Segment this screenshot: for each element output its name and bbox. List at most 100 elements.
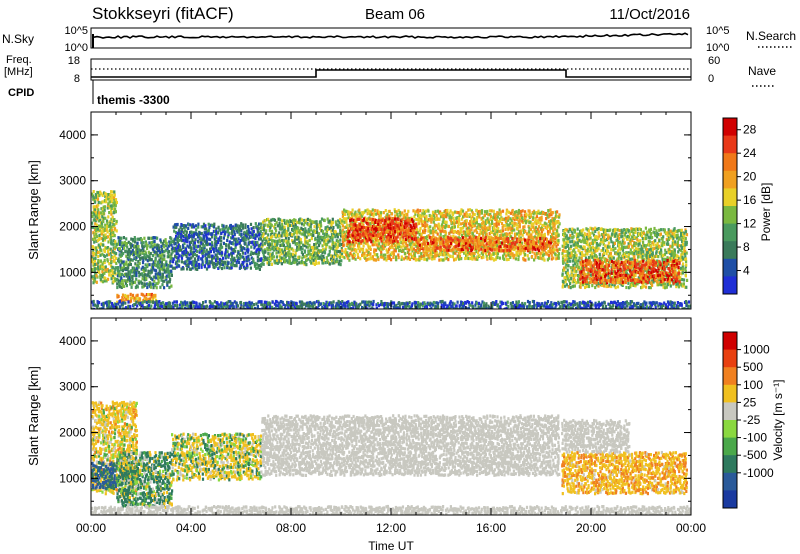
power-cell-5 (393, 239, 396, 243)
power-cell-5 (381, 234, 384, 239)
power-cell-6 (427, 247, 431, 251)
power-cell-4 (536, 227, 539, 231)
power-cell-3 (274, 242, 277, 247)
power-cell-4 (526, 254, 529, 258)
power-cell-2 (184, 234, 187, 238)
power-cell-4 (364, 256, 367, 260)
power-cell-4 (490, 221, 494, 226)
power-cell-3 (267, 233, 270, 237)
power-cell-2 (240, 232, 243, 236)
power-cell-4 (510, 231, 513, 235)
power-cell-4 (461, 209, 465, 213)
power-cell-3 (298, 261, 301, 265)
power-cell-4 (536, 235, 539, 239)
power-cell-6 (518, 248, 522, 252)
power-cell-2 (221, 245, 224, 249)
power-cell-2 (226, 238, 229, 242)
power-cell-2 (191, 262, 194, 266)
power-cell-4 (537, 221, 540, 225)
power-cell-3 (299, 247, 302, 251)
power-cell-7 (564, 258, 567, 262)
power-cell-3 (281, 243, 284, 247)
power-cell-7 (577, 274, 580, 278)
power-cell-0 (105, 279, 108, 283)
power-cell-2 (190, 230, 193, 234)
power-cell-1 (147, 283, 150, 287)
power-cell-3 (303, 255, 306, 259)
power-cell-7 (564, 245, 567, 249)
power-cell-2 (192, 264, 195, 268)
power-cell-7 (578, 250, 581, 254)
power-cell-7 (566, 251, 569, 255)
power-cell-5 (371, 221, 374, 225)
power-cell-4 (412, 209, 415, 213)
power-cell-6 (500, 241, 504, 245)
power-cell-0 (95, 228, 98, 232)
power-cell-3 (300, 218, 303, 222)
power-cell-7 (603, 257, 606, 261)
power-cell-4 (405, 213, 408, 217)
power-cell-7 (562, 240, 565, 244)
power-cell-3 (334, 259, 337, 263)
power-cell-3 (325, 256, 328, 260)
power-cell-4 (511, 224, 514, 228)
power-cell-6 (538, 245, 541, 249)
power-cell-4 (425, 250, 428, 254)
power-cell-6 (494, 242, 497, 246)
power-cell-4 (554, 232, 557, 236)
power-cell-3 (283, 260, 286, 264)
power-cell-1 (137, 237, 140, 241)
power-cell-4 (373, 212, 376, 216)
power-cell-4 (397, 253, 400, 257)
power-cell-2 (195, 260, 198, 264)
power-cell-3 (317, 243, 321, 248)
power-cell-3 (317, 248, 320, 253)
power-cell-0 (108, 237, 111, 241)
power-cell-5 (348, 234, 351, 238)
power-cell-4 (485, 239, 488, 243)
power-cell-1 (116, 242, 119, 246)
power-cell-6 (438, 241, 441, 245)
power-cell-4 (381, 226, 384, 230)
power-cell-4 (442, 214, 445, 218)
power-cell-5 (351, 231, 354, 235)
power-cell-0 (99, 190, 102, 194)
power-cell-7 (598, 256, 601, 260)
power-cell-7 (574, 245, 577, 249)
power-cell-4 (372, 239, 375, 243)
power-cell-6 (502, 249, 505, 253)
power-cell-2 (250, 235, 253, 239)
power-cell-4 (517, 257, 520, 262)
power-cell-1 (137, 245, 140, 249)
power-cell-3 (316, 246, 319, 250)
power-cell-0 (97, 265, 100, 269)
power-cell-4 (534, 229, 537, 233)
power-cell-4 (437, 222, 440, 226)
power-cell-3 (305, 229, 308, 233)
power-cell-1 (163, 257, 166, 262)
power-cell-0 (114, 240, 117, 244)
power-cell-3 (314, 255, 317, 259)
power-cell-2 (234, 227, 237, 231)
power-cell-2 (203, 227, 206, 231)
power-cell-1 (137, 260, 140, 264)
power-cell-4 (453, 222, 456, 226)
power-cell-4 (549, 219, 552, 223)
power-cell-4 (442, 258, 445, 262)
power-cell-3 (284, 236, 288, 240)
power-cell-3 (314, 259, 317, 263)
power-cell-2 (192, 240, 195, 244)
power-cell-2 (194, 263, 197, 267)
power-cell-3 (316, 240, 319, 245)
power-cell-5 (392, 233, 395, 237)
power-cell-7 (586, 252, 589, 256)
power-cell-7 (576, 238, 579, 242)
power-cell-4 (533, 235, 537, 239)
power-cell-4 (391, 244, 394, 248)
power-cell-4 (358, 241, 361, 245)
power-cell-0 (92, 261, 95, 266)
power-cell-0 (115, 200, 118, 205)
power-cell-4 (539, 256, 542, 260)
power-cell-6 (503, 240, 506, 244)
power-cell-0 (100, 221, 103, 225)
